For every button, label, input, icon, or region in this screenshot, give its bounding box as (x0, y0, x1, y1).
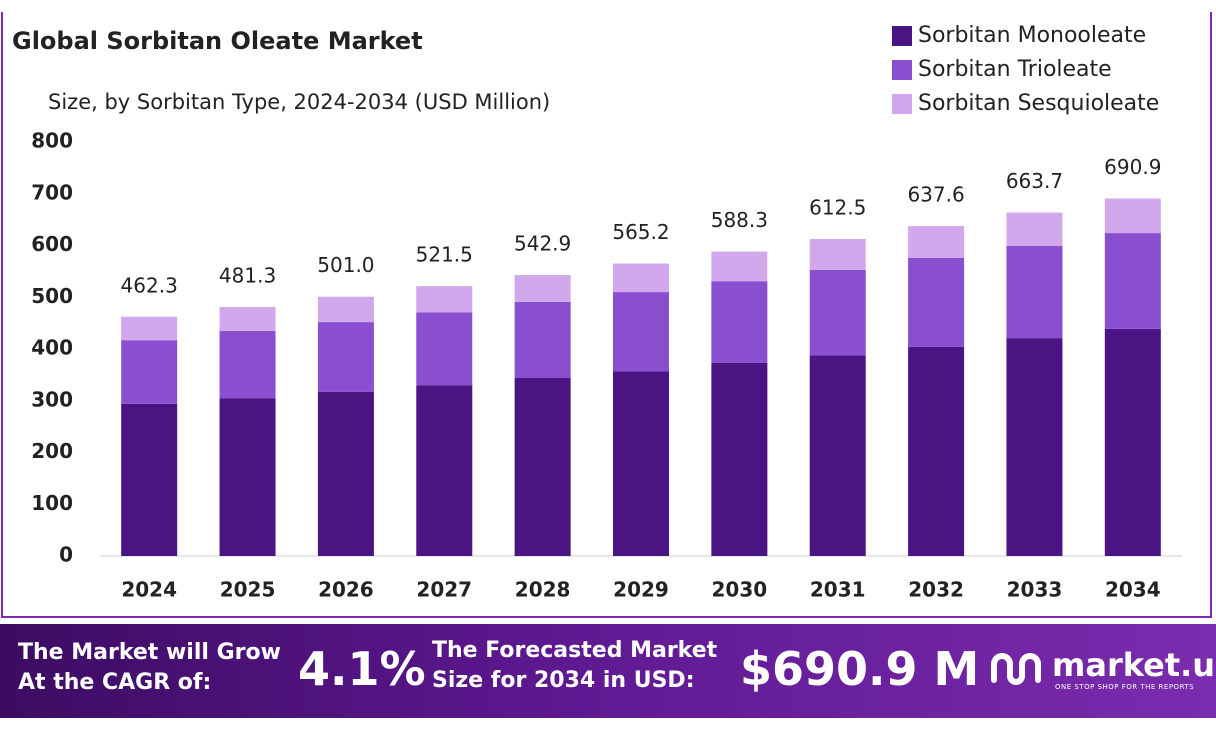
bar-segment (908, 346, 965, 556)
bar-segment (514, 301, 571, 378)
total-label: 663.7 (1006, 169, 1063, 193)
x-tick-label: 2027 (416, 578, 472, 602)
bar-segment (219, 330, 276, 399)
total-label: 481.3 (219, 263, 276, 287)
y-tick-label: 700 (31, 180, 73, 204)
total-label: 588.3 (711, 208, 768, 232)
bar-segment (613, 292, 669, 372)
bar-segment (317, 391, 374, 556)
cagr-line: At the CAGR of: (18, 670, 212, 695)
y-tick-label: 600 (31, 232, 73, 256)
bar-segment (809, 355, 866, 556)
total-label: 542.9 (514, 232, 571, 256)
y-tick-label: 500 (31, 284, 73, 308)
legend-swatch (892, 60, 912, 80)
legend-label: Sorbitan Sesquioleate (918, 91, 1159, 116)
x-tick-label: 2029 (613, 578, 669, 602)
x-tick-label: 2033 (1007, 578, 1063, 602)
bar-segment (121, 340, 178, 404)
bar-segment (809, 269, 866, 356)
chart: Global Sorbitan Oleate Market Size, by S… (12, 23, 1182, 602)
bar-segment (1104, 198, 1161, 234)
bar-segment (1006, 338, 1063, 556)
bar-segment (908, 257, 965, 347)
bar-segment (711, 362, 768, 556)
forecast-text: The Forecasted Market Size for 2034 in U… (432, 636, 717, 696)
x-tick-label: 2031 (810, 578, 866, 602)
y-tick-label: 0 (59, 543, 73, 567)
y-tick-label: 200 (31, 439, 73, 463)
bar-segment (514, 377, 571, 556)
total-label: 637.6 (907, 183, 964, 207)
bar-segment (809, 239, 866, 270)
total-label: 612.5 (809, 196, 866, 220)
chart-subtitle: Size, by Sorbitan Type, 2024-2034 (USD M… (48, 90, 550, 114)
x-tick-label: 2032 (908, 578, 964, 602)
x-tick-label: 2025 (220, 578, 276, 602)
bar-segment (317, 296, 374, 323)
y-tick-label: 400 (31, 336, 73, 360)
y-tick-label: 100 (31, 491, 73, 515)
legend-label: Sorbitan Monooleate (918, 23, 1146, 48)
x-tick-label: 2026 (318, 578, 374, 602)
total-label: 690.9 (1104, 155, 1161, 179)
forecast-value: $690.9 M (740, 642, 980, 696)
bar-segment (121, 316, 178, 341)
bar-segment (711, 251, 768, 282)
bar-segment (219, 306, 276, 331)
bar-segment (416, 286, 473, 313)
bar-segment (219, 398, 276, 556)
y-tick-label: 800 (31, 129, 73, 153)
bar-segment (514, 275, 571, 302)
brand-logo (991, 653, 1041, 685)
legend-swatch (892, 94, 912, 114)
x-tick-label: 2024 (121, 578, 177, 602)
bar-segment (416, 312, 473, 386)
total-label: 565.2 (612, 220, 669, 244)
forecast-line: The Forecasted Market (432, 638, 718, 663)
chart-title: Global Sorbitan Oleate Market (12, 27, 423, 55)
bar-segment (1006, 246, 1063, 339)
banner: The Market will Grow At the CAGR of: 4.1… (0, 624, 1216, 718)
x-tick-label: 2028 (515, 578, 571, 602)
x-tick-label: 2030 (712, 578, 768, 602)
cagr-line: The Market will Grow (18, 640, 281, 665)
legend-swatch (892, 26, 912, 46)
bar-segment (711, 281, 768, 363)
bar-segment (317, 322, 374, 392)
bar-segment (613, 263, 669, 293)
x-tick-label: 2034 (1105, 578, 1161, 602)
bar-segment (613, 371, 669, 556)
brand-tagline: ONE STOP SHOP FOR THE REPORTS (1055, 683, 1195, 691)
total-label: 462.3 (121, 273, 178, 297)
bar-segment (1006, 212, 1063, 247)
cagr-text: The Market will Grow At the CAGR of: (18, 638, 281, 698)
bar-segment (121, 403, 178, 556)
total-label: 521.5 (416, 243, 473, 267)
y-tick-label: 300 (31, 387, 73, 411)
brand-name: market.us (1052, 646, 1216, 684)
chart-frame (1, 12, 1212, 618)
bar-segment (1104, 328, 1161, 556)
bar-segment (908, 226, 965, 258)
bar-segment (416, 385, 473, 556)
cagr-value: 4.1% (298, 642, 426, 696)
legend-label: Sorbitan Trioleate (918, 57, 1112, 82)
total-label: 501.0 (317, 253, 374, 277)
forecast-line: Size for 2034 in USD: (432, 668, 695, 693)
bar-segment (1104, 233, 1161, 329)
